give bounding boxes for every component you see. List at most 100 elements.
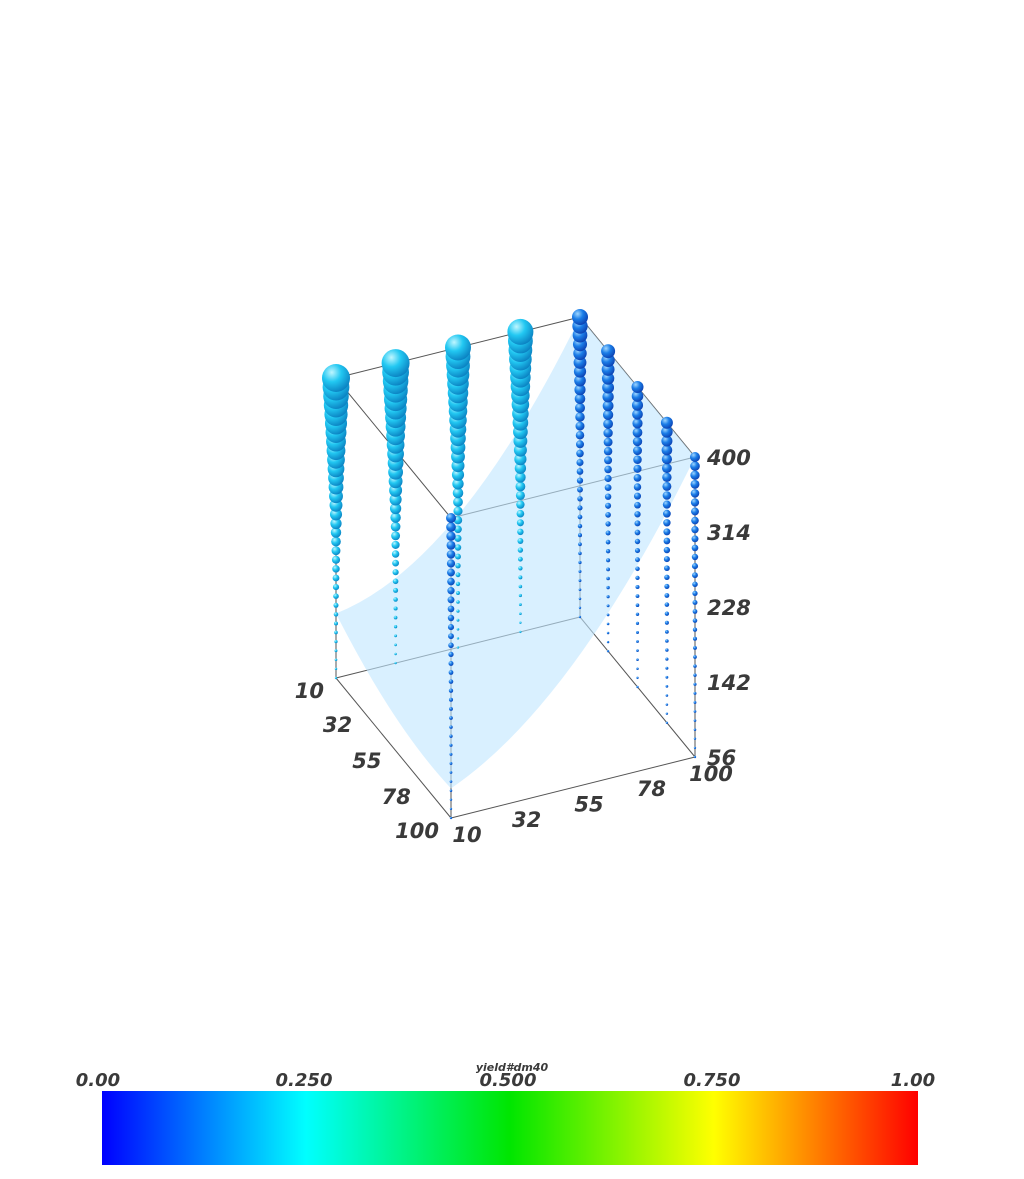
data-point (334, 667, 338, 671)
data-point (634, 511, 641, 518)
data-point (389, 493, 402, 506)
data-point (633, 464, 642, 473)
data-point (456, 609, 460, 613)
data-point (449, 734, 453, 738)
data-point (662, 481, 672, 491)
data-point (455, 581, 461, 587)
data-point (633, 455, 642, 464)
data-point (446, 522, 456, 532)
data-point (448, 660, 454, 667)
data-point (635, 557, 640, 563)
data-point (392, 578, 399, 585)
data-point (606, 576, 610, 581)
data-point (330, 517, 342, 530)
data-point (663, 519, 671, 527)
data-point (516, 519, 524, 527)
data-point (329, 508, 343, 521)
data-point (515, 472, 526, 483)
data-point (693, 673, 697, 677)
data-point (452, 487, 464, 499)
data-point (661, 454, 673, 465)
data-point (518, 603, 522, 607)
data-point (635, 630, 640, 635)
data-point (602, 400, 614, 412)
data-point (574, 384, 586, 396)
data-point (603, 437, 613, 447)
data-point (692, 636, 698, 641)
data-point (692, 581, 698, 588)
data-point (632, 408, 643, 420)
data-point (394, 643, 397, 647)
data-point (455, 572, 461, 578)
data-point (449, 780, 453, 783)
data-point (578, 597, 582, 601)
data-point (693, 710, 697, 713)
data-point (665, 666, 669, 670)
data-point (333, 593, 339, 599)
data-point (664, 583, 670, 589)
data-point (661, 435, 673, 447)
data-point (577, 514, 583, 520)
data-point (691, 526, 699, 534)
data-point (576, 458, 584, 467)
data-point (631, 390, 644, 402)
data-point (449, 743, 453, 747)
colorbar-tick-4: 1.00 (891, 1070, 935, 1091)
data-point (456, 618, 460, 622)
data-point (330, 527, 342, 538)
data-point (662, 491, 672, 500)
data-point (663, 546, 671, 554)
data-point (334, 676, 338, 680)
box-edge (335, 677, 452, 819)
colorbar-gradient (102, 1091, 918, 1165)
data-point (693, 728, 697, 731)
data-point (632, 427, 643, 438)
data-point (604, 465, 612, 474)
data-point (449, 762, 453, 765)
data-point (664, 611, 670, 616)
data-point (662, 472, 672, 482)
data-point (518, 575, 523, 580)
data-point (693, 737, 697, 741)
data-point (665, 675, 669, 679)
colorbar-tick-3: 0.750 (684, 1070, 741, 1091)
data-point (333, 612, 339, 617)
data-point (449, 807, 453, 811)
data-point (690, 489, 700, 498)
data-point (575, 440, 585, 449)
data-point (394, 652, 397, 656)
data-point (635, 575, 640, 581)
data-point (633, 483, 642, 491)
data-point (603, 446, 613, 456)
data-point (332, 574, 340, 582)
data-point (449, 771, 453, 774)
data-point (604, 493, 612, 500)
data-point (516, 509, 525, 518)
colorbar: yield#dm40 0.00 0.250 0.500 0.750 1.00 (76, 1061, 935, 1165)
data-point (665, 721, 669, 724)
data-point (663, 556, 670, 563)
data-point (334, 639, 338, 644)
data-point (449, 798, 453, 802)
data-point (449, 752, 453, 756)
data-point (660, 416, 673, 429)
data-point (393, 597, 398, 602)
data-point (445, 334, 471, 361)
data-point (661, 444, 673, 456)
data-point (449, 716, 453, 720)
data-point (690, 452, 700, 462)
data-point (446, 531, 456, 541)
data-point (663, 509, 671, 518)
data-point (664, 565, 670, 572)
data-point (692, 572, 698, 579)
data-point (635, 594, 640, 599)
data-point (514, 462, 527, 474)
data-point (576, 468, 584, 475)
point-column (445, 334, 471, 649)
data-point (456, 600, 460, 604)
data-point (664, 593, 670, 598)
data-point (517, 528, 524, 536)
data-point (602, 381, 615, 394)
data-point (449, 725, 453, 729)
